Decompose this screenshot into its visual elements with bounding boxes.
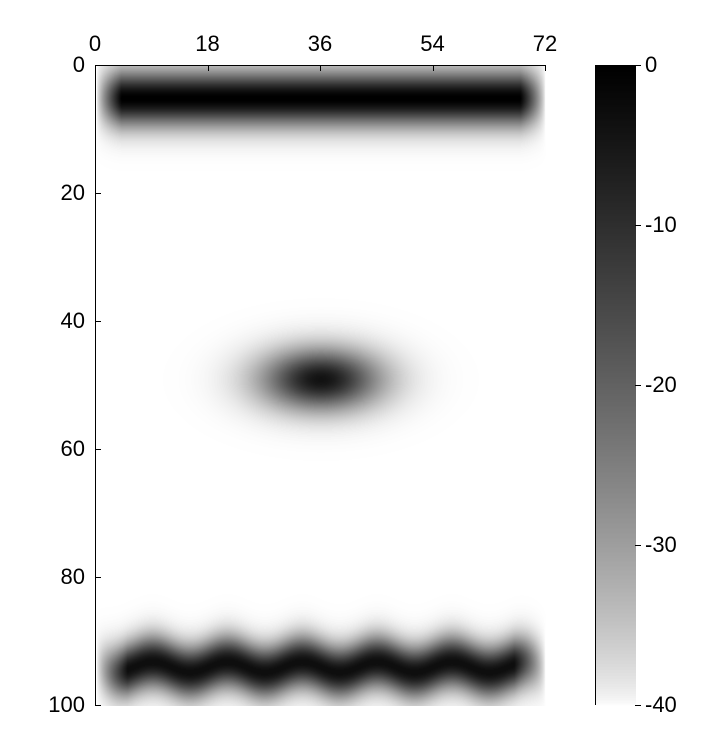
colorbar-tick-mark xyxy=(635,225,641,226)
y-tick-mark xyxy=(95,65,101,66)
y-tick-label: 0 xyxy=(73,52,85,78)
y-tick-mark xyxy=(95,193,101,194)
y-tick-label: 80 xyxy=(61,564,85,590)
y-tick-mark xyxy=(95,321,101,322)
y-tick-mark xyxy=(95,577,101,578)
x-tick-mark xyxy=(320,65,321,71)
colorbar-tick-mark xyxy=(635,385,641,386)
x-tick-mark xyxy=(433,65,434,71)
colorbar xyxy=(595,65,635,705)
heatmap-plot xyxy=(95,65,545,705)
y-tick-label: 40 xyxy=(61,308,85,334)
colorbar-canvas xyxy=(596,66,636,706)
colorbar-tick-mark xyxy=(635,65,641,66)
colorbar-tick-label: -30 xyxy=(645,532,677,558)
y-tick-label: 60 xyxy=(61,436,85,462)
x-tick-label: 54 xyxy=(413,31,453,57)
y-tick-label: 20 xyxy=(61,180,85,206)
colorbar-tick-label: -40 xyxy=(645,692,677,718)
x-tick-mark xyxy=(545,65,546,71)
colorbar-tick-label: -10 xyxy=(645,212,677,238)
colorbar-tick-mark xyxy=(635,705,641,706)
colorbar-tick-label: -20 xyxy=(645,372,677,398)
y-tick-mark xyxy=(95,705,101,706)
colorbar-tick-label: 0 xyxy=(645,52,657,78)
x-tick-label: 36 xyxy=(300,31,340,57)
x-tick-mark xyxy=(208,65,209,71)
figure: 0183654720204060801000-10-20-30-40 xyxy=(0,0,702,755)
heatmap-canvas xyxy=(96,66,546,706)
colorbar-tick-mark xyxy=(635,545,641,546)
x-tick-label: 72 xyxy=(525,31,565,57)
x-tick-label: 18 xyxy=(188,31,228,57)
y-tick-label: 100 xyxy=(48,692,85,718)
y-tick-mark xyxy=(95,449,101,450)
